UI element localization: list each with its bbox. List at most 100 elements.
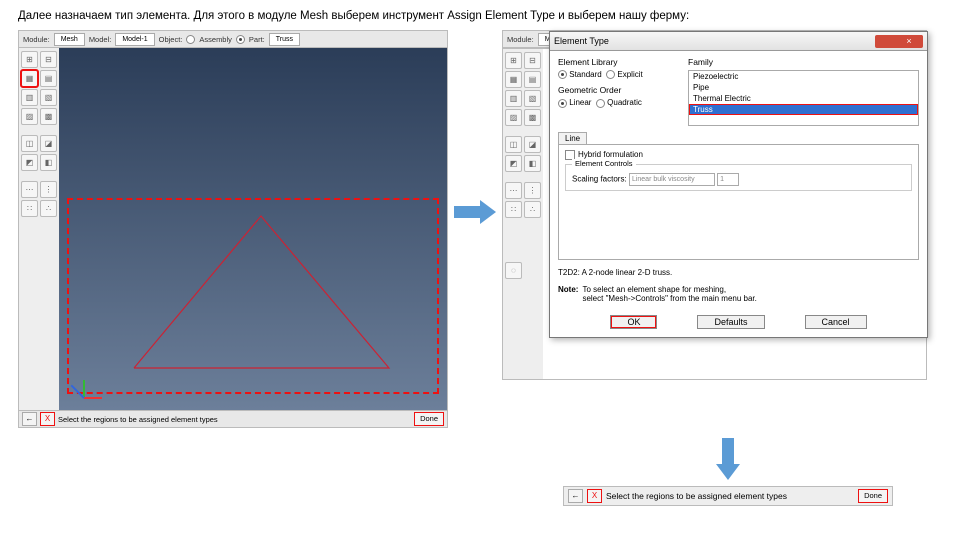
tool-misc-b-icon[interactable]: ⋮ — [40, 181, 57, 198]
r-tool-4-icon[interactable]: ▤ — [524, 71, 541, 88]
tool-assign-element-type-icon[interactable]: ▦ — [21, 70, 38, 87]
tool-virtual-topology-icon[interactable]: ◪ — [40, 135, 57, 152]
arrow-right-icon — [454, 200, 496, 224]
hybrid-label: Hybrid formulation — [578, 150, 643, 159]
r-tool-11-icon[interactable]: ◩ — [505, 155, 522, 172]
order-quadratic-radio[interactable] — [596, 99, 605, 108]
tool-seed-edge-icon[interactable]: ⊟ — [40, 51, 57, 68]
prompt-done-button-left[interactable]: Done — [414, 412, 444, 426]
r-tool-10-icon[interactable]: ◪ — [524, 136, 541, 153]
r-tool-17-icon[interactable]: ◌ — [505, 262, 522, 279]
module-label-r: Module: — [507, 35, 534, 44]
tab-line[interactable]: Line — [558, 132, 587, 144]
object-assembly-label: Assembly — [199, 35, 232, 44]
lib-standard-label: Standard — [569, 70, 601, 79]
tool-misc-c-icon[interactable]: ∷ — [21, 200, 38, 217]
mesh-toolbox-r: ⊞⊟ ▦▤ ▥▧ ▨▩ ◫◪ ◩◧ ⋯⋮ ∷∴ ◌ — [503, 49, 543, 379]
order-linear-label: Linear — [569, 98, 591, 107]
r-tool-8-icon[interactable]: ▩ — [524, 109, 541, 126]
tool-delete-mesh-icon[interactable]: ▨ — [21, 108, 38, 125]
r-tool-3-icon[interactable]: ▦ — [505, 71, 522, 88]
tool-partition-icon[interactable]: ◫ — [21, 135, 38, 152]
lib-standard-radio[interactable] — [558, 70, 567, 79]
dialog-titlebar[interactable]: Element Type × — [550, 32, 927, 51]
bottom-back-button[interactable]: ← — [568, 489, 583, 503]
context-bar: Module: Mesh Model: Model-1 Object: Asse… — [18, 30, 448, 48]
tool-edit-mesh-icon[interactable]: ◩ — [21, 154, 38, 171]
selection-region — [67, 198, 439, 394]
prompt-back-button[interactable]: ← — [22, 412, 37, 426]
lib-explicit-radio[interactable] — [606, 70, 615, 79]
part-dropdown[interactable]: Truss — [269, 33, 300, 46]
tool-seed-part-icon[interactable]: ⊞ — [21, 51, 38, 68]
family-item-piezoelectric[interactable]: Piezoelectric — [689, 71, 918, 82]
r-tool-14-icon[interactable]: ⋮ — [524, 182, 541, 199]
bottom-cancel-button[interactable]: X — [587, 489, 602, 503]
r-tool-1-icon[interactable]: ⊞ — [505, 52, 522, 69]
family-listbox[interactable]: Piezoelectric Pipe Thermal Electric Trus… — [688, 70, 919, 126]
module-dropdown[interactable]: Mesh — [54, 33, 85, 46]
arrow-down-icon — [716, 438, 740, 480]
family-item-thermal-electric[interactable]: Thermal Electric — [689, 93, 918, 104]
view-triad-icon — [75, 370, 103, 398]
prompt-bar-left: ← X Select the regions to be assigned el… — [18, 411, 448, 428]
dialog-note: Note: To select an element shape for mes… — [558, 285, 919, 303]
note-text-1: To select an element shape for meshing, — [582, 285, 726, 294]
viewport[interactable] — [59, 48, 447, 410]
r-tool-7-icon[interactable]: ▨ — [505, 109, 522, 126]
r-tool-12-icon[interactable]: ◧ — [524, 155, 541, 172]
element-type-dialog: Element Type × Element Library Standard … — [549, 31, 928, 338]
r-tool-5-icon[interactable]: ▥ — [505, 90, 522, 107]
note-label: Note: — [558, 285, 578, 303]
model-label: Model: — [89, 35, 112, 44]
note-text-2: select "Mesh->Controls" from the main me… — [582, 294, 756, 303]
r-tool-2-icon[interactable]: ⊟ — [524, 52, 541, 69]
r-tool-6-icon[interactable]: ▧ — [524, 90, 541, 107]
scaling-value-field[interactable]: 1 — [717, 173, 739, 186]
object-assembly-radio[interactable] — [186, 35, 195, 44]
scaling-factors-label: Scaling factors: — [572, 175, 627, 184]
object-part-label: Part: — [249, 35, 265, 44]
dialog-close-button[interactable]: × — [875, 35, 923, 48]
lib-explicit-label: Explicit — [617, 70, 642, 79]
tool-mesh-controls-icon[interactable]: ▤ — [40, 70, 57, 87]
module-label: Module: — [23, 35, 50, 44]
object-label: Object: — [159, 35, 183, 44]
tool-misc-d-icon[interactable]: ∴ — [40, 200, 57, 217]
r-tool-15-icon[interactable]: ∷ — [505, 201, 522, 218]
dialog-cancel-button[interactable]: Cancel — [805, 315, 867, 329]
bottom-prompt-text: Select the regions to be assigned elemen… — [606, 491, 787, 501]
r-tool-13-icon[interactable]: ⋯ — [505, 182, 522, 199]
mesh-toolbox: ⊞⊟ ▦▤ ▥▧ ▨▩ ◫◪ ◩◧ ⋯⋮ ∷∴ — [19, 48, 59, 410]
model-dropdown[interactable]: Model-1 — [115, 33, 154, 46]
dialog-title: Element Type — [554, 36, 609, 46]
element-options-panel: Hybrid formulation Element Controls Scal… — [558, 145, 919, 260]
tool-mesh-region-icon[interactable]: ▧ — [40, 89, 57, 106]
family-item-truss[interactable]: Truss — [689, 104, 918, 115]
element-description: T2D2: A 2-node linear 2-D truss. — [558, 268, 919, 277]
scaling-name-field[interactable]: Linear bulk viscosity — [629, 173, 715, 186]
page-caption: Далее назначаем тип элемента. Для этого … — [18, 10, 942, 22]
r-tool-9-icon[interactable]: ◫ — [505, 136, 522, 153]
right-screenshot: Module: Mesh Model: Model-1 Object: Asse… — [502, 30, 927, 380]
left-screenshot: Module: Mesh Model: Model-1 Object: Asse… — [18, 30, 448, 428]
r-tool-16-icon[interactable]: ∴ — [524, 201, 541, 218]
tool-mesh-part-icon[interactable]: ▥ — [21, 89, 38, 106]
dialog-ok-button[interactable]: OK — [610, 315, 657, 329]
tool-verify-mesh-icon[interactable]: ▩ — [40, 108, 57, 125]
bottom-done-button[interactable]: Done — [858, 489, 888, 503]
dialog-defaults-button[interactable]: Defaults — [697, 315, 764, 329]
object-part-radio[interactable] — [236, 35, 245, 44]
element-controls-label: Element Controls — [572, 159, 636, 168]
prompt-text-left: Select the regions to be assigned elemen… — [58, 415, 218, 424]
order-quadratic-label: Quadratic — [607, 98, 642, 107]
bottom-block: ← X Select the regions to be assigned el… — [518, 438, 938, 506]
tool-misc-a-icon[interactable]: ⋯ — [21, 181, 38, 198]
element-library-label: Element Library — [558, 57, 688, 67]
order-linear-radio[interactable] — [558, 99, 567, 108]
family-label: Family — [688, 57, 919, 67]
tool-associate-icon[interactable]: ◧ — [40, 154, 57, 171]
prompt-cancel-button[interactable]: X — [40, 412, 55, 426]
truss-geometry — [129, 208, 394, 373]
family-item-pipe[interactable]: Pipe — [689, 82, 918, 93]
